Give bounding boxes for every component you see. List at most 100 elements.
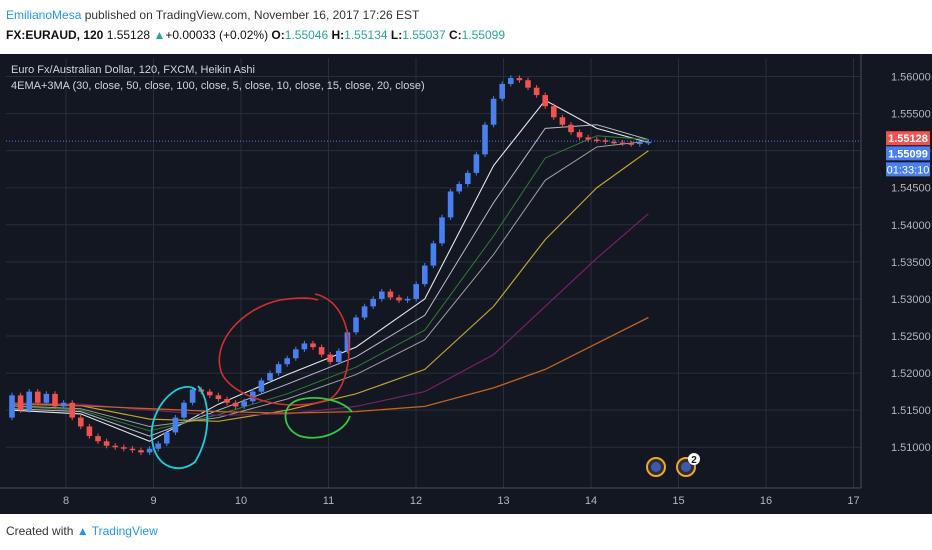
candle-body [404, 298, 411, 301]
symbol-line: FX:EURAUD, 120 1.55128 ▲+0.00033 (+0.02%… [6, 28, 505, 42]
candle-body [602, 140, 609, 142]
candle-body [69, 402, 75, 418]
candle-body [327, 354, 333, 362]
moving-average-lines [11, 99, 649, 442]
candle-body [619, 142, 626, 145]
moving-average-line [11, 140, 649, 428]
created-with-text: Created with [6, 524, 74, 538]
candle-body [129, 448, 136, 451]
candle-body [533, 87, 540, 96]
x-tick-label: 14 [585, 495, 597, 507]
candle-body [645, 141, 652, 144]
annotations: 2 [6, 140, 861, 477]
candle-body [344, 332, 351, 351]
candle-body [465, 172, 471, 185]
candle-body [9, 395, 15, 418]
x-tick-label: 9 [150, 495, 156, 507]
candle-body [396, 297, 402, 301]
moving-average-line [11, 124, 649, 437]
candle-body [267, 373, 273, 381]
candle-body [172, 417, 179, 433]
moving-average-line [11, 99, 649, 442]
legend-indicator[interactable]: 4EMA+3MA (30, close, 50, close, 100, clo… [11, 80, 425, 92]
countdown-label: 01:33:10 [887, 164, 930, 176]
chart-legend: Euro Fx/Australian Dollar, 120, FXCM, He… [11, 62, 425, 94]
red-hand-circle [218, 293, 350, 406]
candle-body [430, 243, 437, 266]
candle-body [26, 391, 32, 411]
price-chart[interactable]: 2 1.560001.555001.550001.545001.540001.5… [0, 54, 932, 514]
moving-average-line [11, 316, 649, 414]
candle-body [95, 436, 101, 442]
candle-body [112, 445, 118, 448]
candle-body [594, 139, 600, 142]
candle-body [611, 141, 617, 144]
price-tag-label: 1.55128 [888, 133, 928, 145]
tradingview-brand[interactable]: TradingView [91, 524, 158, 538]
chart-area[interactable]: 2 1.560001.555001.550001.545001.540001.5… [0, 54, 932, 514]
x-tick-label: 11 [323, 495, 334, 507]
candle-body [379, 291, 385, 299]
candle-body [473, 154, 480, 173]
candle-body [17, 395, 24, 411]
flag-icon [651, 462, 661, 472]
candle-body [121, 447, 127, 449]
publish-line: EmilianoMesa published on TradingView.co… [6, 8, 419, 22]
high-label: H: [331, 28, 345, 42]
candle-body [52, 393, 58, 407]
candle-body [422, 265, 428, 285]
candle-body [189, 389, 196, 403]
countdown-box [886, 162, 930, 177]
y-tick-label: 1.52000 [891, 368, 931, 380]
symbol-name: FX:EURAUD, 120 [6, 28, 104, 42]
candle-body [258, 380, 265, 392]
y-tick-label: 1.56000 [891, 72, 931, 84]
candle-body [275, 364, 282, 374]
candle-body [508, 78, 514, 84]
moving-average-line [11, 213, 649, 416]
candle-body [447, 191, 454, 218]
candle-body [576, 132, 583, 138]
candle-body [284, 358, 290, 365]
candle-body [224, 399, 230, 403]
candle-body [86, 426, 93, 437]
low-value: 1.55037 [402, 28, 446, 42]
candle-body [293, 349, 299, 359]
x-tick-label: 17 [847, 495, 859, 507]
candle-body [499, 83, 505, 99]
author-link[interactable]: EmilianoMesa [6, 8, 82, 22]
candle-body [215, 395, 222, 400]
candle-body [559, 117, 566, 125]
candle-body [155, 443, 161, 449]
candle-body [361, 306, 368, 318]
candle-body [164, 432, 170, 444]
candle-body [318, 347, 325, 355]
badge-count: 2 [691, 455, 697, 466]
x-tick-label: 10 [235, 495, 247, 507]
open-value: 1.55046 [284, 28, 329, 42]
candle-body [456, 184, 462, 192]
x-tick-label: 12 [410, 495, 422, 507]
candle-body [138, 450, 144, 453]
last-price: 1.55128 [106, 28, 151, 42]
price-change: +0.00033 (+0.02%) [165, 28, 269, 42]
candle-body [525, 80, 531, 88]
axes: 1.560001.555001.550001.545001.540001.535… [0, 54, 931, 507]
moving-average-line [11, 135, 649, 432]
candle-body [542, 95, 548, 107]
x-tick-label: 15 [672, 495, 684, 507]
tradingview-logo-icon: ▲ [76, 524, 89, 538]
legend-symbol: Euro Fx/Australian Dollar, 120, FXCM, He… [11, 64, 255, 76]
y-tick-label: 1.52500 [891, 331, 931, 343]
price-tag-box [886, 131, 930, 146]
price-tag-label: 1.55099 [888, 148, 928, 160]
candle-body [353, 317, 359, 333]
high-value: 1.55134 [344, 28, 388, 42]
publish-header: EmilianoMesa published on TradingView.co… [0, 0, 932, 54]
low-label: L: [390, 28, 403, 42]
candle-body [241, 401, 247, 407]
candle-body [482, 124, 488, 155]
close-value: 1.55099 [461, 28, 506, 42]
candle-body [637, 142, 643, 145]
close-label: C: [448, 28, 462, 42]
